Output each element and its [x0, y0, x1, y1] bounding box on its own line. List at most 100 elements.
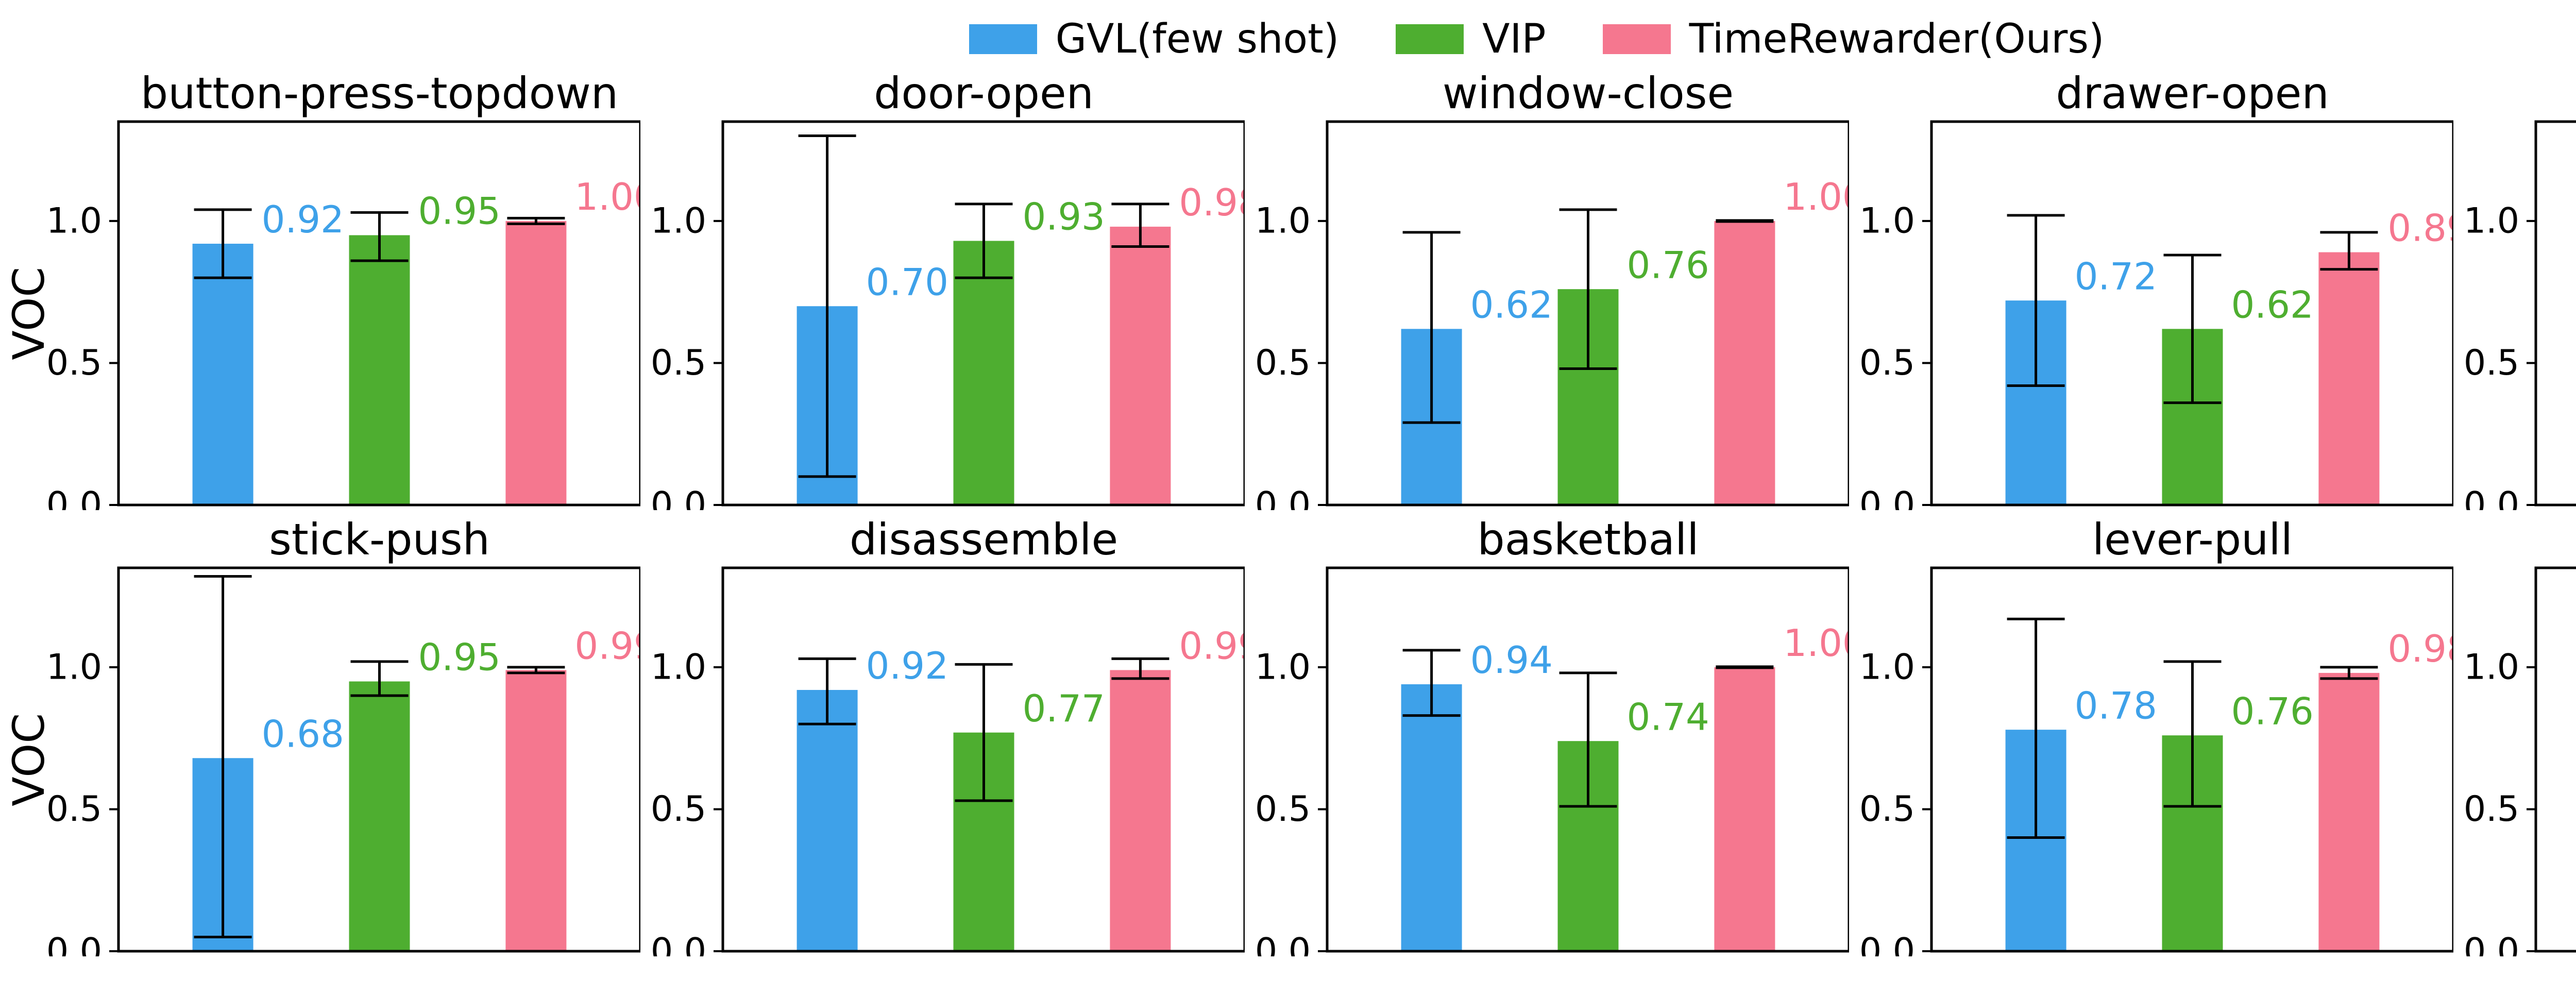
bar: [2318, 252, 2380, 505]
value-label: 0.93: [1023, 195, 1105, 239]
y-tick-label: 1.0: [46, 200, 102, 241]
subplot-title: button-press-topdown: [141, 68, 618, 119]
axes-box: [117, 120, 640, 507]
value-label: 1.00: [574, 175, 640, 218]
axes-box: [117, 566, 640, 953]
subplot-door-open: door-open 0.0 0.5 1.0 0.70 0.93 0.98: [651, 68, 1245, 510]
y-tick-label: 1.0: [651, 200, 706, 241]
subplot-window-close: window-close 0.0 0.5 1.0 0.62 0.76 1.00: [1255, 68, 1849, 511]
y-tick-label: 0.5: [1255, 343, 1311, 383]
value-label: 0.76: [2231, 689, 2314, 733]
value-label: 0.95: [418, 636, 501, 679]
y-tick-label: 1.0: [1255, 200, 1311, 241]
legend-item: GVL(few shot): [969, 16, 1340, 62]
subplot-disassemble: disassemble 0.0 0.5 1.0 0.92 0.77 0.99: [651, 514, 1245, 957]
y-tick-label: 0.0: [1859, 485, 1915, 511]
axes-box: [2534, 120, 2576, 507]
axes-box: [1930, 566, 2453, 953]
y-tick-label: 0.0: [46, 931, 102, 957]
y-tick-label: 1.0: [651, 647, 706, 687]
y-tick-label: 1.0: [2464, 647, 2519, 687]
axes-box: [1326, 120, 1849, 507]
bar: [1714, 221, 1775, 505]
legend-item: TimeRewarder(Ours): [1602, 16, 2105, 62]
value-label: 0.68: [262, 712, 344, 755]
subplot-row-top: VOC button-press-topdown 0.0 0.5 1.0 0.92 0.9…: [0, 64, 2576, 510]
y-axis-label: VOC: [4, 266, 54, 360]
y-axis-label-wrap-bottom: VOC: [4, 568, 54, 951]
bar: [349, 681, 410, 951]
value-label: 0.92: [866, 644, 948, 687]
subplot-stick-push: stick-push 0.0 0.5 1.0 0.68 0.95 0.99: [46, 514, 640, 957]
bar: [505, 670, 567, 951]
value-label: 0.78: [2075, 684, 2157, 727]
subplot-title: door-open: [874, 68, 1094, 119]
legend: GVL(few shot) VIP TimeRewarder(Ours): [0, 14, 2576, 64]
y-tick-label: 0.0: [1255, 485, 1311, 511]
legend-label: VIP: [1482, 16, 1546, 62]
y-tick-label: 0.5: [1859, 343, 1915, 383]
legend-label: TimeRewarder(Ours): [1689, 16, 2105, 62]
bar: [2318, 672, 2380, 951]
y-tick-label: 0.5: [1859, 789, 1915, 830]
y-tick-label: 0.0: [1859, 931, 1915, 957]
y-axis-label-wrap-top: VOC: [4, 122, 54, 505]
bar: [1110, 670, 1171, 951]
subplot-title: basketball: [1477, 514, 1699, 565]
bar: [505, 221, 567, 505]
value-label: 0.92: [262, 198, 344, 241]
value-label: 1.00: [1783, 175, 1849, 218]
y-tick-label: 1.0: [1859, 200, 1915, 241]
y-tick-label: 0.5: [1255, 789, 1311, 830]
subplot-plate-slide: plate-slide0.00.51.00.980.781.00: [2464, 566, 2576, 957]
value-label: 0.62: [1470, 283, 1553, 326]
subplot-cells-bottom: stick-push 0.0 0.5 1.0 0.68 0.95 0.99 disassemb…: [36, 510, 2576, 956]
y-tick-label: 0.5: [2464, 789, 2519, 830]
value-label: 0.89: [2387, 207, 2453, 250]
figure: VOC button-press-topdown 0.0 0.5 1.0 0.92 0.9…: [0, 64, 2576, 956]
subplot-title: disassemble: [850, 514, 1118, 565]
axes-box: [721, 120, 1245, 507]
legend-label: GVL(few shot): [1055, 16, 1340, 62]
y-tick-label: 0.5: [2464, 343, 2519, 383]
y-tick-label: 1.0: [2464, 200, 2519, 241]
bar: [953, 241, 1014, 505]
subplot-basketball: basketball 0.0 0.5 1.0 0.94 0.74 1.00: [1255, 514, 1849, 957]
axes-box: [1326, 566, 1849, 953]
value-label: 0.94: [1470, 638, 1553, 682]
y-tick-label: 1.0: [46, 647, 102, 687]
y-tick-label: 1.0: [1859, 647, 1915, 687]
value-label: 1.00: [1783, 621, 1849, 665]
bar: [1110, 226, 1171, 505]
value-label: 0.76: [1627, 243, 1709, 286]
bar: [796, 689, 858, 951]
value-label: 0.72: [2075, 255, 2157, 298]
value-label: 0.70: [866, 260, 948, 303]
axes-box: [2534, 566, 2576, 953]
subplot-cells-top: button-press-topdown 0.0 0.5 1.0 0.92 0.95 1.0…: [36, 64, 2576, 510]
y-tick-label: 0.0: [46, 485, 102, 511]
subplot-title: lever-pull: [2092, 514, 2293, 565]
value-label: 0.98: [2387, 627, 2453, 670]
y-axis-label: VOC: [4, 713, 54, 806]
y-tick-label: 0.5: [46, 343, 102, 383]
legend-swatch-icon: [1396, 24, 1464, 54]
value-label: 0.77: [1023, 687, 1105, 730]
y-tick-label: 0.0: [1255, 931, 1311, 957]
y-tick-label: 0.0: [2464, 485, 2519, 511]
y-tick-label: 0.0: [651, 931, 706, 957]
value-label: 0.99: [1179, 625, 1245, 668]
legend-swatch-icon: [1602, 24, 1671, 54]
axes-box: [721, 566, 1245, 953]
bar: [1714, 667, 1775, 951]
value-label: 0.74: [1627, 695, 1709, 738]
y-tick-label: 0.0: [2464, 931, 2519, 957]
bar: [192, 243, 253, 505]
subplot-title: drawer-open: [2056, 68, 2329, 119]
subplot-button-press-topdown: button-press-topdown 0.0 0.5 1.0 0.92 0.95 1.0…: [46, 68, 640, 511]
subplot-drawer-open: drawer-open 0.0 0.5 1.0 0.72 0.62 0.89: [1859, 68, 2453, 511]
subplot-row-bottom: VOC stick-push 0.0 0.5 1.0 0.68 0.95 0.99 disas…: [0, 510, 2576, 956]
bar: [1401, 684, 1462, 951]
subplot-title: stick-push: [269, 514, 490, 565]
